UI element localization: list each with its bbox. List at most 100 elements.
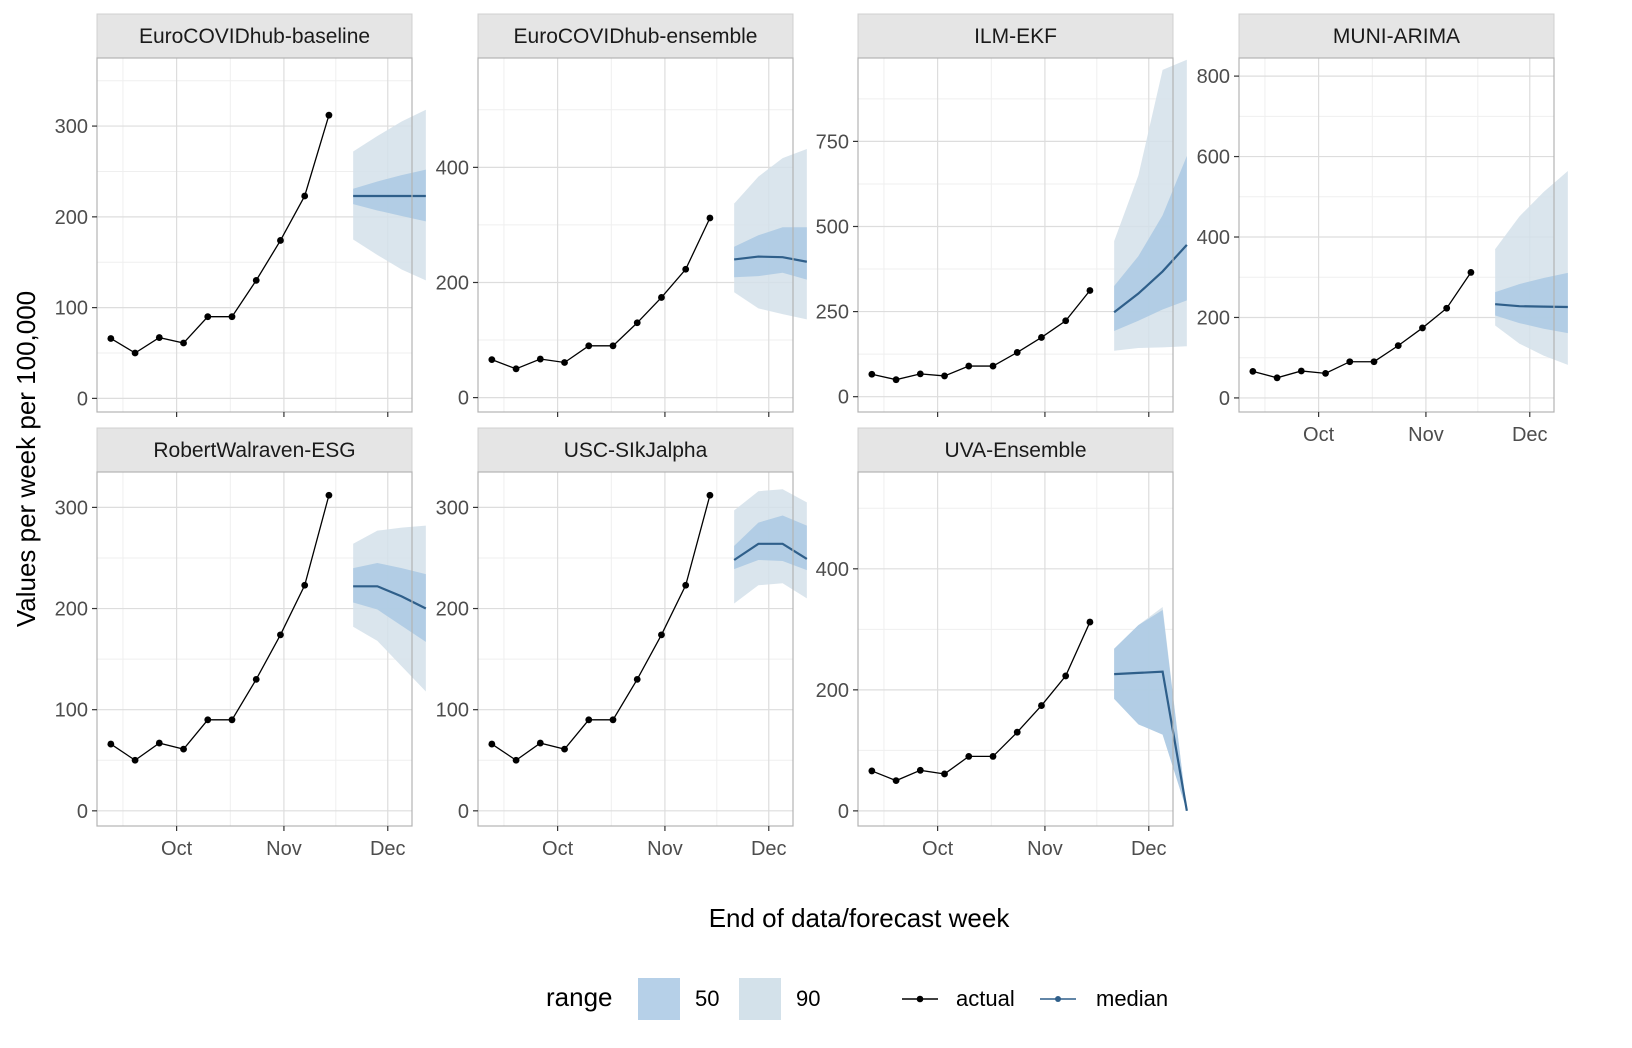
legend-range-50-swatch — [638, 978, 680, 1020]
panel-muni-arima: MUNI-ARIMA 0 200 400 600 800 Oct Nov Dec — [1197, 13, 1568, 446]
actual-point — [536, 739, 544, 747]
median-line — [1495, 303, 1568, 309]
actual-point — [682, 265, 690, 273]
actual-point — [277, 631, 284, 639]
range-50-ribbon — [353, 563, 426, 642]
actual-point — [1419, 324, 1426, 332]
x-axis-title: End of data/forecast week — [709, 903, 1011, 933]
actual-point — [989, 362, 997, 370]
actual-point — [204, 313, 212, 321]
actual-point — [1467, 269, 1475, 276]
actual-point — [965, 753, 973, 760]
actual-point — [1038, 702, 1045, 709]
actual-point — [155, 739, 163, 747]
actual-point — [1443, 304, 1451, 312]
actual-point — [204, 716, 212, 724]
x-tick-label: Nov — [1027, 838, 1063, 860]
y-tick-label: 0 — [838, 801, 849, 823]
actual-point — [941, 770, 948, 778]
actual-point — [941, 372, 948, 380]
legend-range-title: range — [546, 982, 613, 1012]
median-line — [1113, 244, 1188, 314]
y-tick-label: 300 — [55, 116, 88, 138]
legend-range-90-label: 90 — [796, 986, 820, 1011]
facet-strip — [96, 13, 413, 59]
panel-robertwalraven-esg: RobertWalraven-ESG 0 100 200 300 Oct Nov Dec — [55, 427, 427, 860]
facet-strip — [857, 13, 1174, 59]
actual-line — [491, 495, 711, 762]
actual-point — [1038, 334, 1045, 341]
actual-point — [536, 355, 544, 363]
legend-range-50-label: 50 — [695, 986, 719, 1011]
range-50-ribbon — [1495, 272, 1568, 334]
actual-point — [325, 491, 333, 499]
actual-point — [301, 192, 309, 200]
actual-point — [131, 756, 139, 764]
actual-point — [658, 294, 665, 301]
panel-border — [477, 471, 794, 827]
y-axis-title: Values per week per 100,000 — [11, 291, 41, 627]
actual-point — [301, 581, 309, 589]
actual-point — [1273, 374, 1281, 382]
range-50-ribbon — [1114, 609, 1187, 811]
y-tick-label: 200 — [436, 272, 469, 294]
x-tick-label: Dec — [370, 838, 406, 860]
y-tick-label: 750 — [816, 131, 849, 153]
y-tick-label: 0 — [458, 388, 469, 410]
actual-point — [1394, 342, 1402, 350]
actual-point — [561, 359, 568, 366]
median-line — [734, 255, 808, 263]
y-tick-label: 400 — [436, 157, 469, 179]
median-line — [353, 585, 427, 610]
actual-point — [989, 753, 997, 760]
legend-actual-point — [916, 995, 924, 1003]
actual-line — [871, 621, 1091, 782]
y-tick-label: 0 — [1219, 388, 1230, 410]
x-tick-label: Oct — [161, 838, 193, 860]
actual-point — [1297, 367, 1305, 375]
range-50-ribbon — [734, 227, 807, 280]
y-tick-label: 100 — [55, 700, 88, 722]
y-tick-label: 0 — [77, 388, 88, 410]
panel-uva-ensemble: UVA-Ensemble 0 200 400 Oct Nov Dec — [816, 427, 1188, 860]
y-tick-label: 0 — [838, 387, 849, 409]
actual-point — [1086, 287, 1094, 294]
actual-point — [512, 756, 520, 764]
actual-point — [633, 675, 641, 683]
legend-median-label: median — [1096, 986, 1168, 1011]
actual-point — [682, 581, 690, 589]
panel-usc-sikjalpha: USC-SIkJalpha 0 100 200 300 Oct Nov Dec — [436, 427, 808, 860]
actual-point — [609, 342, 617, 350]
y-tick-label: 300 — [436, 497, 469, 519]
facet-title: EuroCOVIDhub-baseline — [139, 25, 370, 48]
panels: EuroCOVIDhub-baseline0100200300EuroCOVID… — [55, 13, 1568, 860]
y-tick-label: 0 — [77, 801, 88, 823]
facet-strip — [857, 427, 1174, 473]
actual-point — [1013, 349, 1021, 356]
y-tick-label: 200 — [436, 599, 469, 621]
legend: range 50 90 actual median — [546, 978, 1168, 1020]
actual-line — [1252, 272, 1472, 379]
panel-border — [857, 57, 1174, 413]
actual-point — [155, 334, 163, 341]
legend-median-point — [1055, 996, 1061, 1002]
actual-point — [561, 745, 568, 753]
actual-point — [277, 237, 284, 244]
panel-eurocovidhub-ensemble: EuroCOVIDhub-ensemble 0 200 400 — [436, 13, 808, 417]
actual-point — [633, 319, 641, 327]
facet-title: MUNI-ARIMA — [1333, 25, 1460, 48]
actual-point — [512, 365, 520, 373]
panel-border — [96, 471, 413, 827]
x-tick-label: Nov — [1408, 424, 1444, 446]
actual-point — [1249, 367, 1257, 375]
x-tick-label: Nov — [266, 838, 302, 860]
facet-title: USC-SIkJalpha — [564, 439, 708, 462]
range-50-ribbon — [1114, 156, 1187, 331]
panel-eurocovidhub-baseline: EuroCOVIDhub-baseline 0 100 200 300 — [55, 13, 426, 417]
actual-line — [871, 290, 1091, 381]
y-tick-label: 200 — [55, 207, 88, 229]
panel-border — [477, 57, 794, 413]
y-tick-label: 400 — [816, 559, 849, 581]
actual-point — [585, 342, 593, 350]
plot-background — [1239, 58, 1554, 412]
